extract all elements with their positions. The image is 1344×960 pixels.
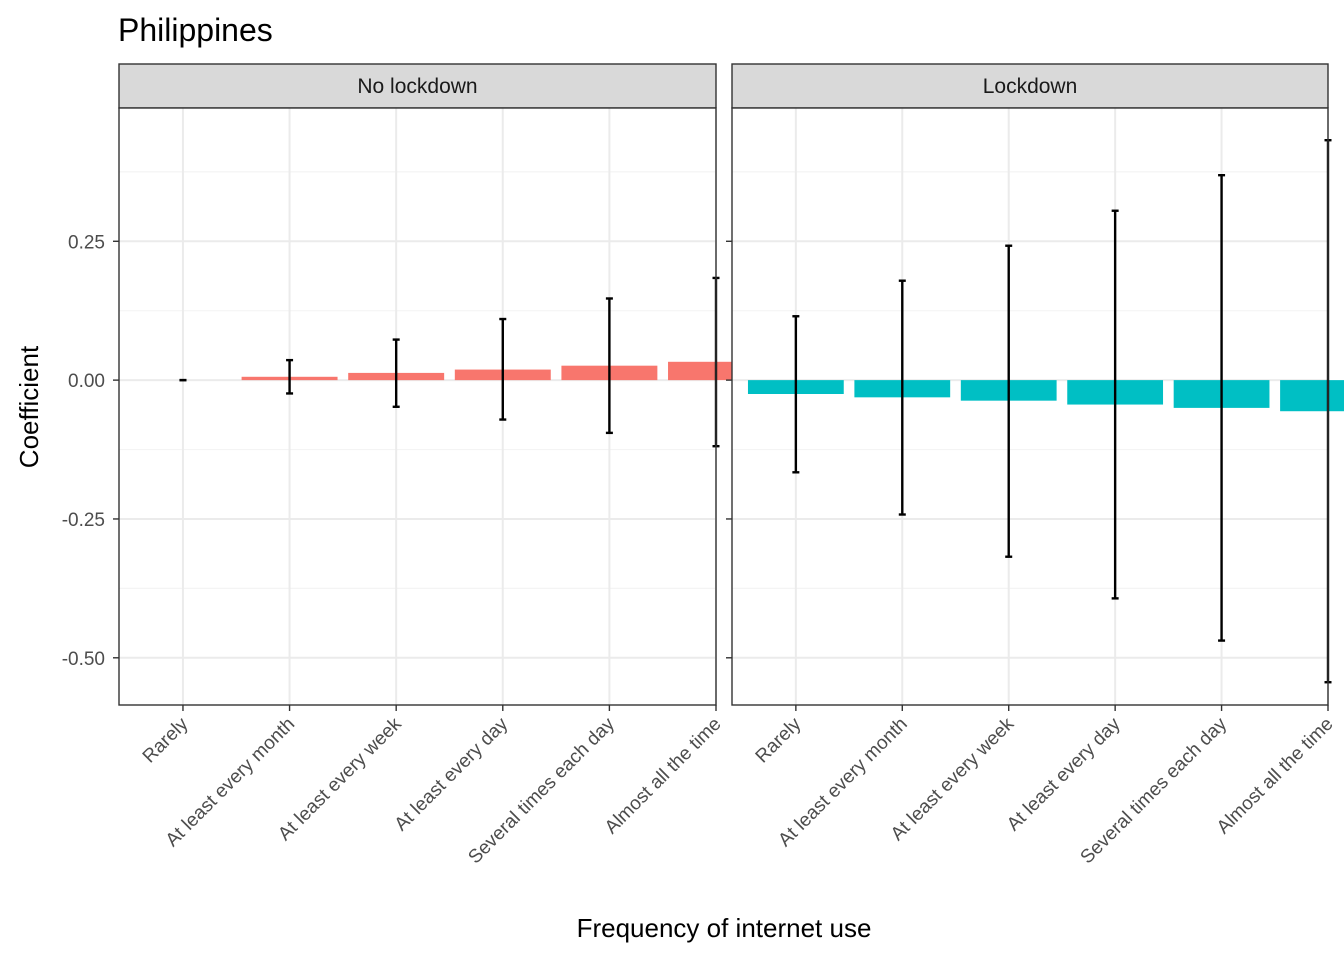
- strip-no-lockdown: [118, 63, 717, 109]
- panel-border: [731, 107, 1329, 706]
- strip-label-lockdown: Lockdown: [983, 75, 1078, 98]
- y-axis: -0.50 -0.25 0.00 0.25: [62, 232, 105, 670]
- strip-label-no-lockdown: No lockdown: [357, 75, 477, 98]
- x-axis-title: Frequency of internet use: [577, 913, 872, 943]
- x-tick-label: Almost all the time: [601, 714, 726, 839]
- y-tick-label: 0.00: [68, 371, 105, 392]
- x-tick-label: At least every day: [391, 713, 513, 835]
- chart-title: Philippines: [118, 12, 273, 48]
- x-tick-label: At least every day: [1003, 713, 1125, 835]
- panel-background: [119, 108, 716, 705]
- bar: [1280, 380, 1344, 412]
- panel-border: [118, 107, 717, 706]
- y-axis-title: Coefficient: [14, 345, 44, 468]
- x-tick-label: Almost all the time: [1213, 714, 1338, 839]
- y-tick-label: 0.25: [68, 232, 105, 253]
- x-tick-label: Rarely: [752, 713, 806, 767]
- y-tick-label: -0.25: [62, 510, 105, 531]
- x-tick-label: Rarely: [139, 713, 193, 767]
- y-tick-label: -0.50: [62, 649, 105, 670]
